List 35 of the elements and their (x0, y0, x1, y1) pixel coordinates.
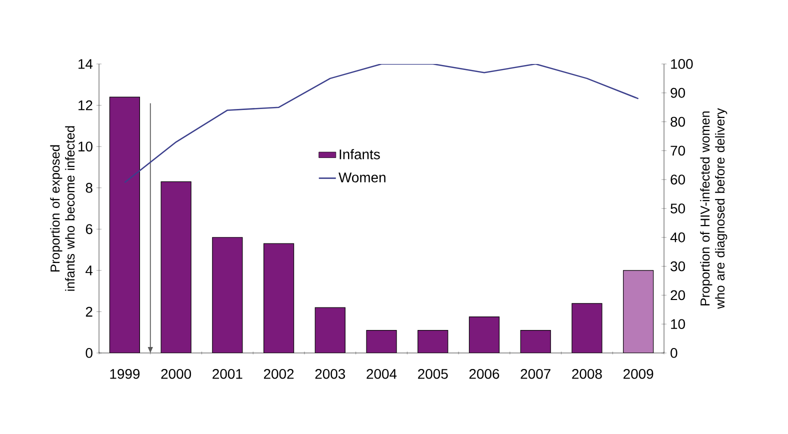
y2-tick-label: 10 (671, 319, 686, 330)
y-tick-label: 12 (78, 100, 92, 110)
legend-label: Women (338, 172, 386, 182)
y-tick-label: 6 (86, 224, 92, 234)
y2-tick-label: 0 (670, 348, 678, 358)
y-tick-label: 8 (86, 182, 92, 193)
y2-tick-label: 50 (670, 204, 686, 214)
y2-tick-label: 80 (670, 116, 686, 127)
y-tick-label: 14 (78, 59, 93, 69)
y2-tick-label: 40 (670, 232, 686, 242)
legend-label: Infants (340, 149, 380, 160)
y2-tick-label: 30 (670, 261, 686, 272)
x-tick-label: 2004 (366, 368, 397, 379)
y-tick-label: 10 (78, 142, 92, 152)
y2-tick-label: 20 (670, 290, 686, 300)
x-tick-label: 2008 (572, 368, 602, 379)
x-tick-label: 2003 (315, 368, 346, 379)
y2-axis-title: Proportion of HIV-infected women who are diagnosed before delivery (700, 108, 728, 309)
x-tick-label: 2002 (264, 368, 294, 379)
x-tick-label: 2006 (469, 368, 500, 379)
y-tick-label: 4 (86, 266, 93, 276)
y2-tick-label: 100 (671, 59, 693, 69)
y-axis-title: Proportion of exposed infants who become infected (50, 126, 75, 291)
x-tick-label: 2009 (624, 368, 654, 379)
y2-tick-label: 60 (670, 174, 686, 185)
line-series (124, 64, 639, 184)
y2-tick-label: 70 (670, 146, 686, 156)
x-tick-label: 2005 (418, 368, 448, 379)
x-tick-label: 2001 (212, 368, 242, 379)
y2-tick-label: 90 (670, 88, 686, 98)
x-tick-label: 1999 (110, 368, 140, 379)
y-tick-label: 2 (86, 306, 92, 317)
x-tick-label: 2007 (520, 368, 550, 379)
y-tick-label: 0 (86, 348, 92, 358)
x-tick-label: 2000 (161, 368, 192, 379)
